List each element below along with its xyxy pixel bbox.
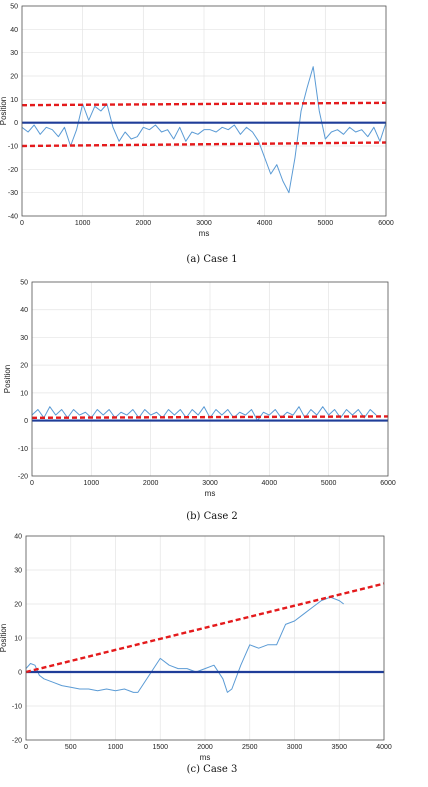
chart-caption: (a) Case 1: [186, 254, 237, 265]
x-tick-label: 3000: [202, 480, 218, 487]
y-tick-label: 50: [20, 280, 28, 287]
y-tick-label: -40: [8, 214, 18, 221]
x-tick-label: 0: [20, 220, 24, 227]
y-tick-label: -20: [18, 474, 28, 481]
y-tick-label: 40: [10, 27, 18, 34]
chart-1: 0 1000 2000 3000 4000 5000 6000 -40 -30 -20 -10 0 10…: [0, 4, 394, 266]
y-tick-label: 10: [20, 390, 28, 397]
y-tick-label: -10: [18, 446, 28, 453]
y-tick-label: -20: [12, 738, 22, 745]
y-tick-label: 30: [14, 568, 22, 575]
x-tick-label: 2000: [136, 220, 152, 227]
x-tick-label: 0: [24, 744, 28, 751]
x-tick-label: 4000: [376, 744, 392, 751]
axes-frame: [31, 281, 389, 477]
x-tick-label: 1500: [152, 744, 168, 751]
x-axis-label: ms: [205, 489, 216, 498]
series-trend: [25, 582, 385, 674]
y-tick-label: 50: [10, 4, 18, 11]
y-tick-label: -10: [12, 704, 22, 711]
y-tick-label: 20: [20, 363, 28, 370]
x-tick-label: 3000: [196, 220, 212, 227]
chart-3: 0 500 1000 1500 2000 2500 3000 3500 4000 -20 -10 0 1…: [0, 534, 392, 776]
series-upper-bound: [21, 101, 387, 107]
x-tick-label: 1000: [84, 480, 100, 487]
y-tick-label: 10: [14, 636, 22, 643]
y-tick-label: 30: [10, 50, 18, 57]
y-tick-label: 40: [20, 307, 28, 314]
chart-2: 0 1000 2000 3000 4000 5000 6000 -20 -10 0 10 20 30 40…: [3, 280, 396, 523]
x-tick-label: 2000: [143, 480, 159, 487]
x-axis-label: ms: [199, 229, 210, 238]
y-tick-label: -20: [8, 167, 18, 174]
x-tick-label: 500: [65, 744, 77, 751]
x-tick-label: 0: [30, 480, 34, 487]
y-tick-label: 0: [24, 418, 28, 425]
y-tick-label: 0: [14, 120, 18, 127]
axes-frame: [25, 535, 385, 741]
y-tick-label: -30: [8, 190, 18, 197]
x-axis-label: ms: [200, 753, 211, 762]
y-tick-label: 40: [14, 534, 22, 541]
x-tick-label: 2500: [242, 744, 258, 751]
x-tick-label: 4000: [257, 220, 273, 227]
y-tick-label: 0: [18, 670, 22, 677]
y-tick-label: 30: [20, 335, 28, 342]
x-tick-label: 4000: [262, 480, 278, 487]
y-tick-label: 20: [14, 602, 22, 609]
y-tick-label: 20: [10, 74, 18, 81]
y-tick-label: 10: [10, 97, 18, 104]
axes-frame: [21, 5, 387, 217]
x-tick-label: 3500: [331, 744, 347, 751]
y-axis-label: Position: [3, 365, 12, 393]
series-measured: [25, 596, 345, 693]
x-tick-label: 6000: [378, 220, 394, 227]
series-measured: [31, 406, 377, 422]
y-axis-label: Position: [0, 97, 8, 125]
x-tick-label: 6000: [380, 480, 396, 487]
chart-caption: (c) Case 3: [187, 764, 238, 775]
x-tick-label: 5000: [321, 480, 337, 487]
x-tick-label: 5000: [318, 220, 334, 227]
series-threshold: [31, 415, 389, 419]
series-lower-bound: [21, 141, 387, 148]
chart-caption: (b) Case 2: [186, 511, 238, 522]
x-tick-label: 2000: [197, 744, 213, 751]
y-axis-label: Position: [0, 624, 8, 652]
x-tick-label: 1000: [108, 744, 124, 751]
y-tick-label: -10: [8, 144, 18, 151]
x-tick-label: 1000: [75, 220, 91, 227]
x-tick-label: 3000: [287, 744, 303, 751]
